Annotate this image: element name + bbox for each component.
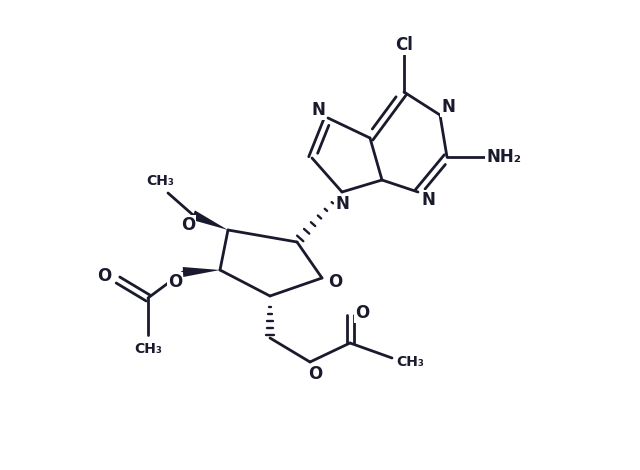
Text: O: O [181,216,195,234]
Text: N: N [335,195,349,213]
Text: N: N [311,101,325,119]
Text: CH₃: CH₃ [396,355,424,369]
Text: Cl: Cl [395,36,413,54]
Text: NH₂: NH₂ [486,148,522,166]
Text: O: O [328,273,342,291]
Text: O: O [97,267,111,285]
Text: N: N [421,191,435,209]
Text: CH₃: CH₃ [146,174,174,188]
Text: N: N [441,98,455,116]
Text: CH₃: CH₃ [134,342,162,356]
Text: O: O [168,273,182,291]
Polygon shape [183,267,220,277]
Text: O: O [308,365,322,383]
Text: O: O [355,304,369,322]
Polygon shape [191,211,228,230]
